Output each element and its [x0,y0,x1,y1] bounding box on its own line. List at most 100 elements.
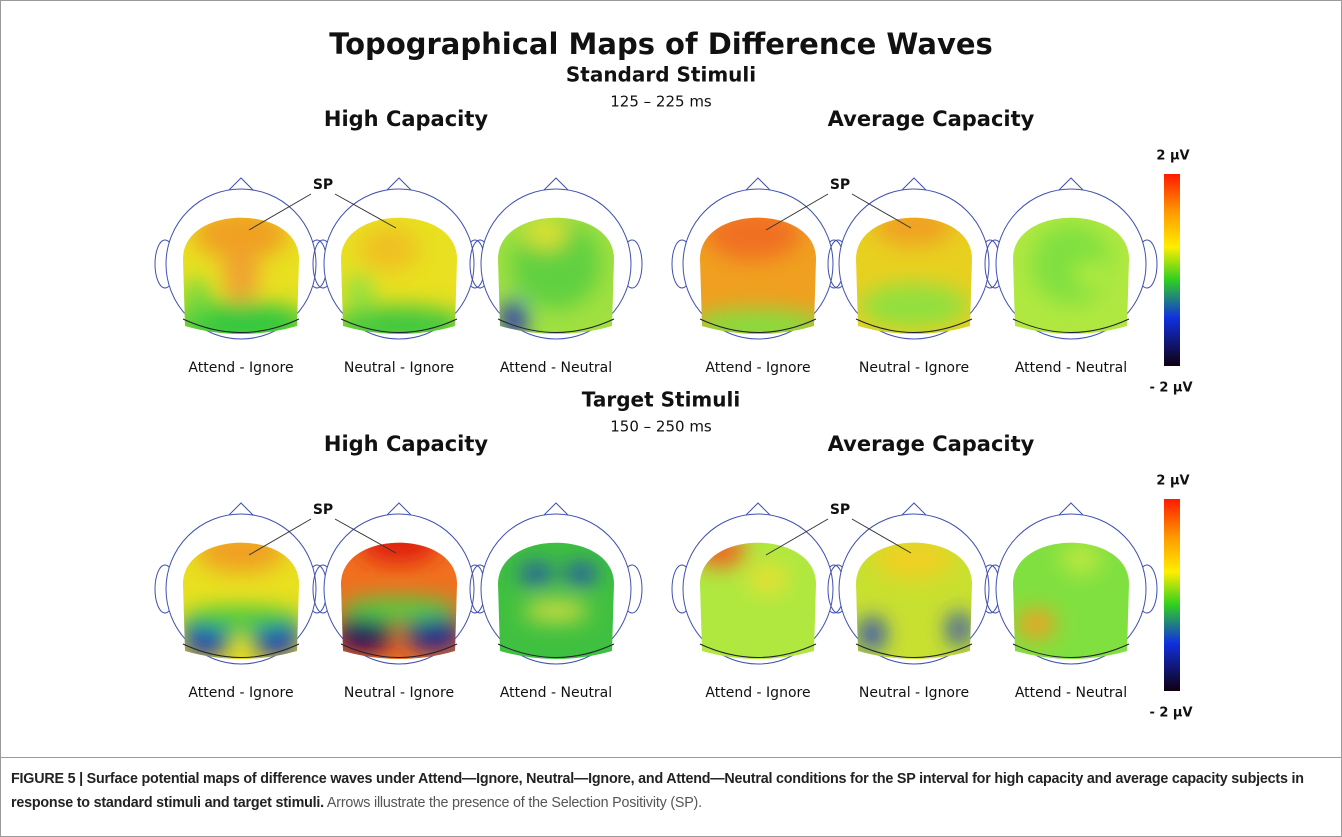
topo-blob [1076,264,1106,284]
topo-blob [341,306,457,334]
head-rim [182,643,300,658]
arrow [765,518,829,556]
topo-blob [502,299,526,334]
topo-blob [874,217,954,246]
nose [899,502,929,518]
topo-blob [344,274,374,314]
colorbar-min: - 2 µV [1149,381,1192,396]
nose [1056,502,1086,518]
colorbar-max: 2 µV [1156,474,1189,489]
topo-map [498,217,614,334]
nose [743,177,773,193]
section-title: Target Stimuli [582,388,740,412]
topo-blob [183,279,211,319]
nose [743,502,773,518]
topo-blob [406,616,457,652]
colorbar-min: - 2 µV [1149,706,1192,721]
topo-map [856,542,972,659]
topo-blob [1031,224,1111,304]
head-rim [699,318,817,333]
nose [384,177,414,193]
head-rim [855,318,973,333]
head-rim [1012,318,1130,333]
topo-map [183,542,299,659]
topo-map [856,217,972,334]
map-label: Neutral - Ignore [344,360,454,376]
section-title: Standard Stimuli [566,63,756,87]
topo-blob [524,219,568,249]
topo-blob [1061,544,1101,574]
group-title: High Capacity [324,107,489,131]
map-label: Attend - Neutral [1015,360,1127,376]
topo-blob [341,616,392,652]
divider [1,757,1341,758]
annotation: SP [830,177,850,193]
nose [384,502,414,518]
map-label: Attend - Ignore [188,685,293,701]
topo-base [498,542,614,659]
topo-blobs [341,227,457,334]
topo-blob [359,542,439,564]
head-rim [497,643,615,658]
topo-blob [860,618,884,650]
topo-blob [949,613,969,645]
topo-blob [341,597,457,621]
map-label: Attend - Neutral [500,360,612,376]
topo-blob [520,564,552,584]
topo-blobs [183,542,299,656]
head-rim [340,318,458,333]
nose [1056,177,1086,193]
arrow [765,193,829,231]
interval: 125 – 225 ms [610,93,712,111]
arrow [851,518,912,554]
topo-blob [1016,609,1056,639]
colorbar [1164,499,1180,691]
topo-blob [196,542,286,573]
arrow [334,193,397,229]
map-label: Attend - Ignore [705,360,810,376]
group-title: High Capacity [324,432,489,456]
topo-blobs [1016,544,1101,639]
caption: FIGURE 5 | Surface potential maps of dif… [11,767,1336,815]
topo-blob [183,607,299,631]
interval: 150 – 250 ms [610,418,712,436]
topo-blob [359,227,419,271]
map-label: Neutral - Ignore [859,685,969,701]
nose [226,177,256,193]
topo-blobs [341,542,457,652]
topo-blob [748,564,788,594]
map-label: Attend - Neutral [500,685,612,701]
nose [541,502,571,518]
topo-blob [223,250,259,302]
annotation: SP [313,502,333,518]
figure-title: Topographical Maps of Difference Waves [329,27,993,61]
topo-blob [700,310,816,334]
topo-blobs [859,217,969,328]
head-rim [497,318,615,333]
topo-map [498,542,614,659]
topo-blobs [1031,224,1111,304]
topo-blobs [860,542,969,650]
head-rim [1012,643,1130,658]
topo-blob [565,564,597,584]
colorbar [1164,174,1180,366]
map-label: Attend - Neutral [1015,685,1127,701]
group-title: Average Capacity [828,107,1035,131]
topo-blob [859,284,969,328]
map-label: Attend - Ignore [705,685,810,701]
arrow [248,518,312,556]
caption-text: Arrows illustrate the presence of the Se… [326,795,702,811]
caption-label: FIGURE 5 | Surface potential maps of dif… [11,771,1304,811]
head-rim [699,643,817,658]
nose [899,177,929,193]
figure-graphic: Topographical Maps of Difference Waves S… [154,27,1193,721]
topo-map [1013,217,1129,334]
head-rim [340,643,458,658]
annotation: SP [830,502,850,518]
arrow [334,518,397,554]
topo-map [1013,542,1129,659]
topo-blobs [520,564,597,621]
topo-map [341,542,457,659]
topo-blob [524,601,588,621]
